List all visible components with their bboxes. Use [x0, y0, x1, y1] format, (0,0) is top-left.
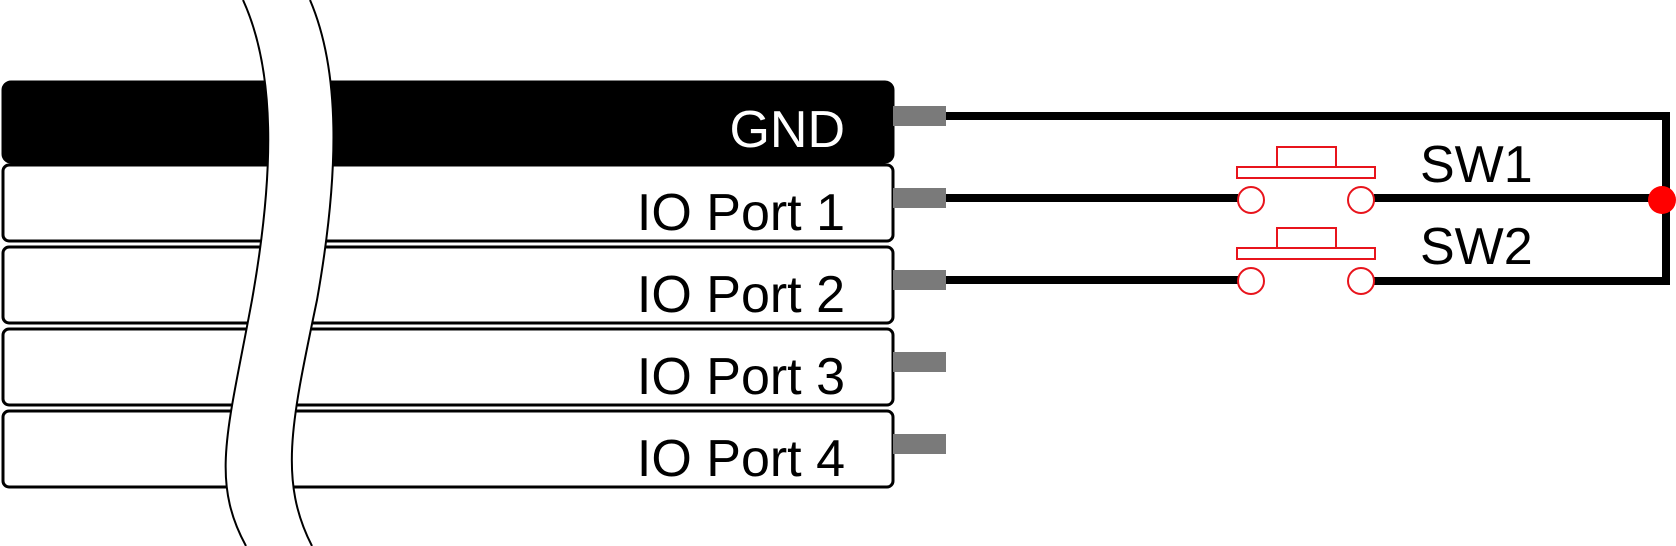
- pin-stub-io-port-3: [893, 352, 946, 372]
- switch-sw2: [1236, 227, 1376, 295]
- sw2-actuator-bar: [1236, 247, 1376, 260]
- break-line-left: [224, 0, 270, 546]
- pin-label-io-port-1: IO Port 1: [637, 184, 845, 242]
- sw2-contact-left: [1237, 267, 1265, 295]
- pin-label-io-port-4: IO Port 4: [637, 430, 845, 488]
- pin-io-port-1: IO Port 1: [1, 163, 946, 243]
- break-mark: [224, 0, 335, 546]
- sw1-contact-left: [1237, 186, 1265, 214]
- switch-sw1: [1236, 146, 1376, 214]
- pin-gnd: GND: [1, 80, 946, 164]
- pin-stub-io-port-1: [893, 188, 946, 208]
- pin-label-io-port-2: IO Port 2: [637, 266, 845, 324]
- pin-stub-gnd: [893, 106, 946, 126]
- pin-io-port-3: IO Port 3: [1, 327, 946, 407]
- wires: [946, 112, 1670, 285]
- pin-label-gnd: GND: [729, 101, 845, 159]
- pin-io-port-2: IO Port 2: [1, 245, 946, 325]
- sw2-actuator-button: [1276, 227, 1337, 248]
- pin-header: GND IO Port 1 IO Port 2 IO Port 3 IO Por…: [1, 80, 946, 489]
- pin-stub-io-port-2: [893, 270, 946, 290]
- sw1-contact-right: [1347, 186, 1375, 214]
- junction-dot: [1648, 186, 1676, 214]
- sw1-label: SW1: [1420, 136, 1533, 194]
- break-line-right: [290, 0, 335, 546]
- sw1-actuator-bar: [1236, 166, 1376, 179]
- pin-io-port-4: IO Port 4: [1, 409, 946, 489]
- pin-label-io-port-3: IO Port 3: [637, 348, 845, 406]
- sw1-actuator-button: [1276, 146, 1337, 167]
- sw2-contact-right: [1347, 267, 1375, 295]
- sw2-label: SW2: [1420, 218, 1533, 276]
- pin-stub-io-port-4: [893, 434, 946, 454]
